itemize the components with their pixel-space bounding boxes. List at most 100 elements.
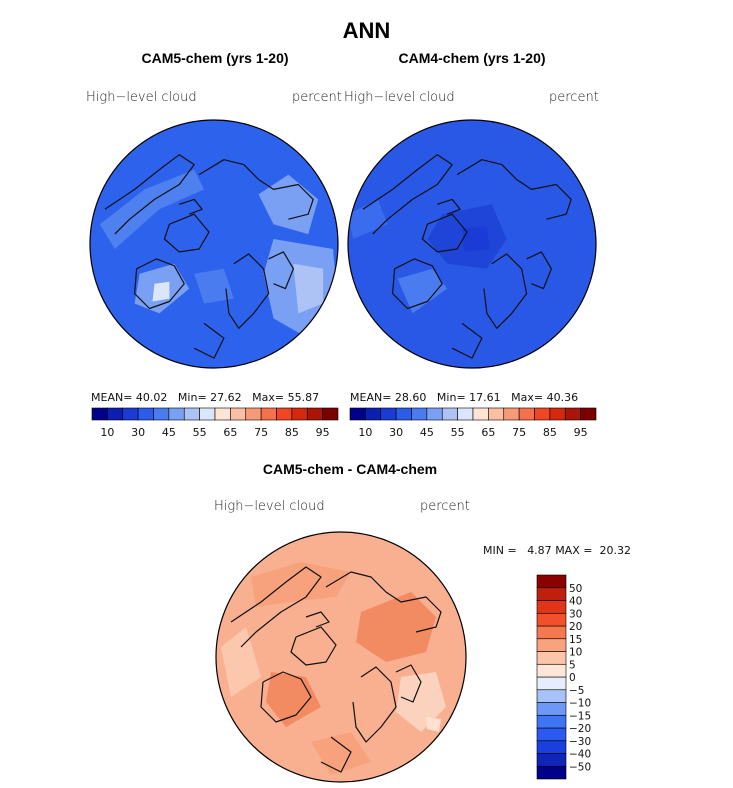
colorbar-swatch bbox=[536, 663, 567, 678]
panel2-stats: MEAN= 28.60 Min= 17.61 Max= 40.36 bbox=[350, 391, 578, 404]
coastlines bbox=[230, 566, 442, 773]
colorbar-swatch bbox=[536, 638, 567, 652]
field-patch bbox=[397, 268, 448, 314]
coastline bbox=[104, 154, 195, 235]
coastline bbox=[179, 198, 203, 215]
panel1-max-value: 55.87 bbox=[287, 391, 320, 404]
coastline bbox=[395, 664, 422, 703]
colorbar-swatch bbox=[291, 407, 308, 421]
colorbar-swatch bbox=[518, 407, 535, 421]
colorbar-swatch bbox=[488, 407, 505, 421]
field-patch bbox=[152, 281, 170, 302]
panel2-min-label: Min= bbox=[436, 391, 466, 404]
colorbar-swatch bbox=[536, 714, 567, 729]
panel1-max-label: Max= bbox=[252, 391, 285, 404]
colorbar-swatch bbox=[536, 753, 567, 767]
panel3-max-value: 20.32 bbox=[599, 544, 631, 557]
panel1-min-value: 27.62 bbox=[210, 391, 242, 404]
panel3-min-label: MIN = bbox=[483, 544, 517, 557]
coastline bbox=[421, 213, 468, 253]
colorbar-swatch bbox=[564, 407, 581, 421]
colorbar-tick-label: 0 bbox=[569, 672, 576, 684]
field-patch bbox=[348, 199, 388, 239]
colorbar-swatch bbox=[183, 407, 200, 421]
panel3-stats: MIN = 4.87 MAX = 20.32 bbox=[483, 544, 631, 557]
colorbar-tick-label: 30 bbox=[569, 608, 582, 620]
colorbar-swatch bbox=[457, 407, 474, 421]
colorbar-tick-label: 75 bbox=[512, 426, 526, 439]
colorbar-swatch bbox=[411, 407, 428, 421]
coastline bbox=[260, 671, 312, 723]
colorbar-swatch bbox=[380, 407, 397, 421]
colorbar-tick-label: −10 bbox=[569, 698, 591, 710]
field-patch bbox=[396, 672, 446, 732]
colorbar-tick-label: 55 bbox=[193, 426, 207, 439]
colorbar-tick-label: 55 bbox=[451, 426, 465, 439]
panel2-title: CAM4-chem (yrs 1-20) bbox=[398, 50, 546, 66]
field-patch bbox=[293, 263, 324, 314]
colorbar-swatch bbox=[395, 407, 412, 421]
panel2-min-value: 17.61 bbox=[469, 391, 501, 404]
colorbar-swatch bbox=[536, 612, 567, 627]
colorbar-swatch bbox=[122, 407, 139, 421]
map-outline bbox=[215, 531, 467, 783]
colorbar-swatch bbox=[503, 407, 520, 421]
field-patches bbox=[221, 562, 446, 775]
panel2-units-label: percent bbox=[549, 90, 599, 105]
coastlines bbox=[104, 154, 314, 359]
colorbar-tick-label: 65 bbox=[481, 426, 495, 439]
coastline bbox=[392, 258, 443, 310]
colorbar-swatch bbox=[441, 407, 458, 421]
coastline bbox=[225, 253, 270, 329]
colorbar-swatch bbox=[536, 702, 567, 716]
colorbar-swatch bbox=[91, 407, 108, 421]
colorbar-swatch bbox=[536, 740, 567, 754]
panel3-title: CAM5-chem - CAM4-chem bbox=[262, 461, 438, 477]
field-patch bbox=[99, 169, 205, 249]
colorbar-tick-label: 20 bbox=[569, 621, 582, 633]
field-patch bbox=[462, 226, 490, 252]
field-patch bbox=[266, 672, 321, 727]
colorbar-tick-label: −40 bbox=[569, 749, 591, 761]
colorbar-swatch bbox=[472, 407, 489, 421]
coastline bbox=[437, 198, 461, 215]
colorbar-swatch bbox=[199, 407, 216, 421]
colorbar-swatch bbox=[426, 407, 443, 421]
colorbar-tick-label: −30 bbox=[569, 736, 591, 748]
coastline bbox=[163, 213, 210, 253]
coastline bbox=[320, 736, 352, 773]
coastline bbox=[526, 251, 552, 290]
colorbar-swatch bbox=[365, 407, 382, 421]
field-patches bbox=[348, 199, 507, 314]
panel2-mean-value: 28.60 bbox=[394, 391, 427, 404]
colorbar-swatch bbox=[536, 625, 567, 640]
colorbar-swatch bbox=[536, 676, 567, 691]
colorbar-tick-label: 45 bbox=[162, 426, 176, 439]
colorbar-tick-label: 15 bbox=[569, 634, 582, 646]
colorbar-tick-label: 30 bbox=[389, 426, 403, 439]
panel2-map bbox=[347, 119, 597, 369]
colorbar-swatch bbox=[534, 407, 551, 421]
field-patch bbox=[221, 627, 261, 697]
colorbar-swatch bbox=[580, 407, 597, 421]
colorbar-swatch bbox=[536, 727, 567, 742]
colorbar-tick-label: −15 bbox=[569, 710, 591, 722]
panel1-min-label: Min= bbox=[177, 391, 207, 404]
colorbar-tick-label: −5 bbox=[569, 685, 584, 697]
colorbar-tick-label: 10 bbox=[569, 647, 582, 659]
panel2-variable-label: High−level cloud bbox=[344, 90, 455, 105]
colorbar-swatch bbox=[245, 407, 262, 421]
colorbar-swatch bbox=[107, 407, 124, 421]
coastline bbox=[290, 626, 337, 666]
colorbar-swatch bbox=[536, 651, 567, 665]
panel3-max-label: MAX = bbox=[555, 544, 593, 557]
colorbar-tick-label: 50 bbox=[569, 583, 582, 595]
colorbar-swatch bbox=[306, 407, 323, 421]
coastline bbox=[325, 571, 442, 633]
colorbar-tick-label: 85 bbox=[285, 426, 299, 439]
panel2-max-label: Max= bbox=[511, 391, 544, 404]
coastline bbox=[305, 611, 330, 628]
panel3-min-value: 4.87 bbox=[527, 544, 552, 557]
colorbar-tick-label: 85 bbox=[543, 426, 557, 439]
panel2-mean-label: MEAN= bbox=[350, 391, 392, 404]
